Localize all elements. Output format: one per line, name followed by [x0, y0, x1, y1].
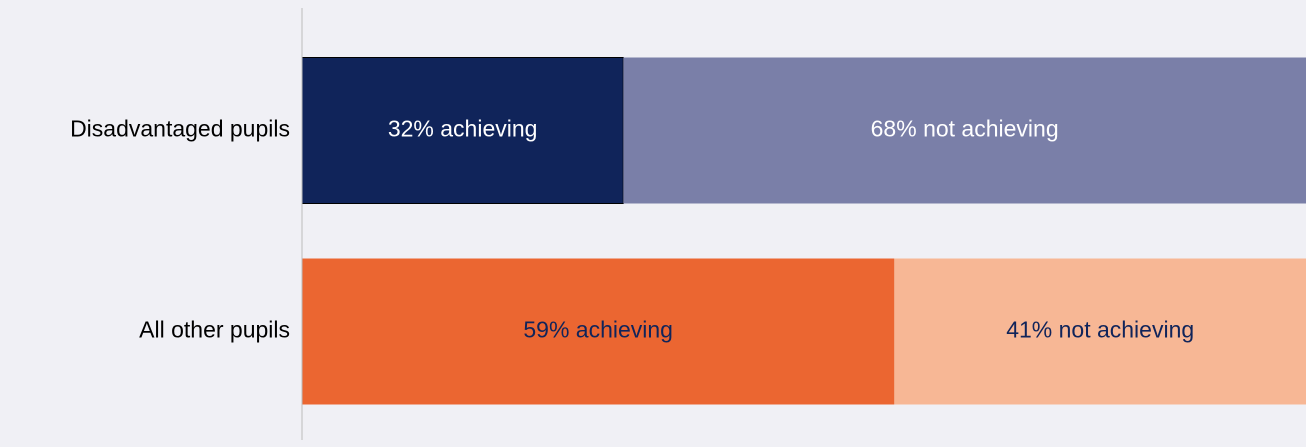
category-label: Disadvantaged pupils [70, 116, 290, 142]
bar-segment [301, 57, 624, 204]
category-label: All other pupils [139, 317, 290, 343]
bar-segment [302, 258, 895, 405]
value-label: 32% achieving [388, 116, 538, 142]
bar-segment [623, 57, 1306, 204]
bar-segment [894, 258, 1306, 405]
value-label: 68% not achieving [871, 116, 1059, 142]
value-label: 59% achieving [523, 317, 673, 343]
value-label: 41% not achieving [1006, 317, 1194, 343]
